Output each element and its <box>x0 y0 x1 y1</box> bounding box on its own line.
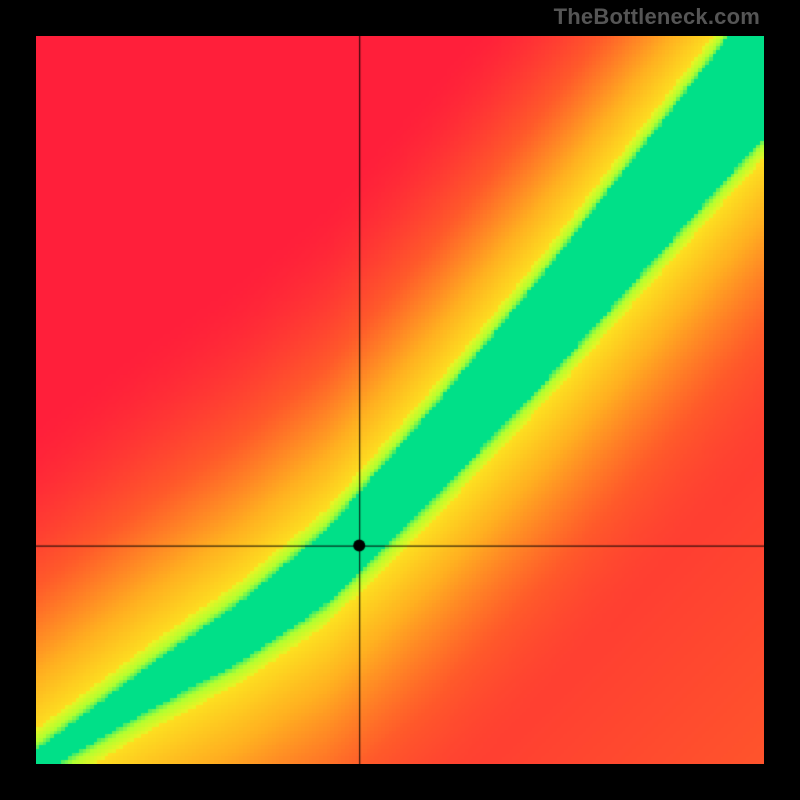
figure-container: TheBottleneck.com <box>0 0 800 800</box>
watermark-text: TheBottleneck.com <box>554 4 760 30</box>
bottleneck-heatmap <box>36 36 764 764</box>
